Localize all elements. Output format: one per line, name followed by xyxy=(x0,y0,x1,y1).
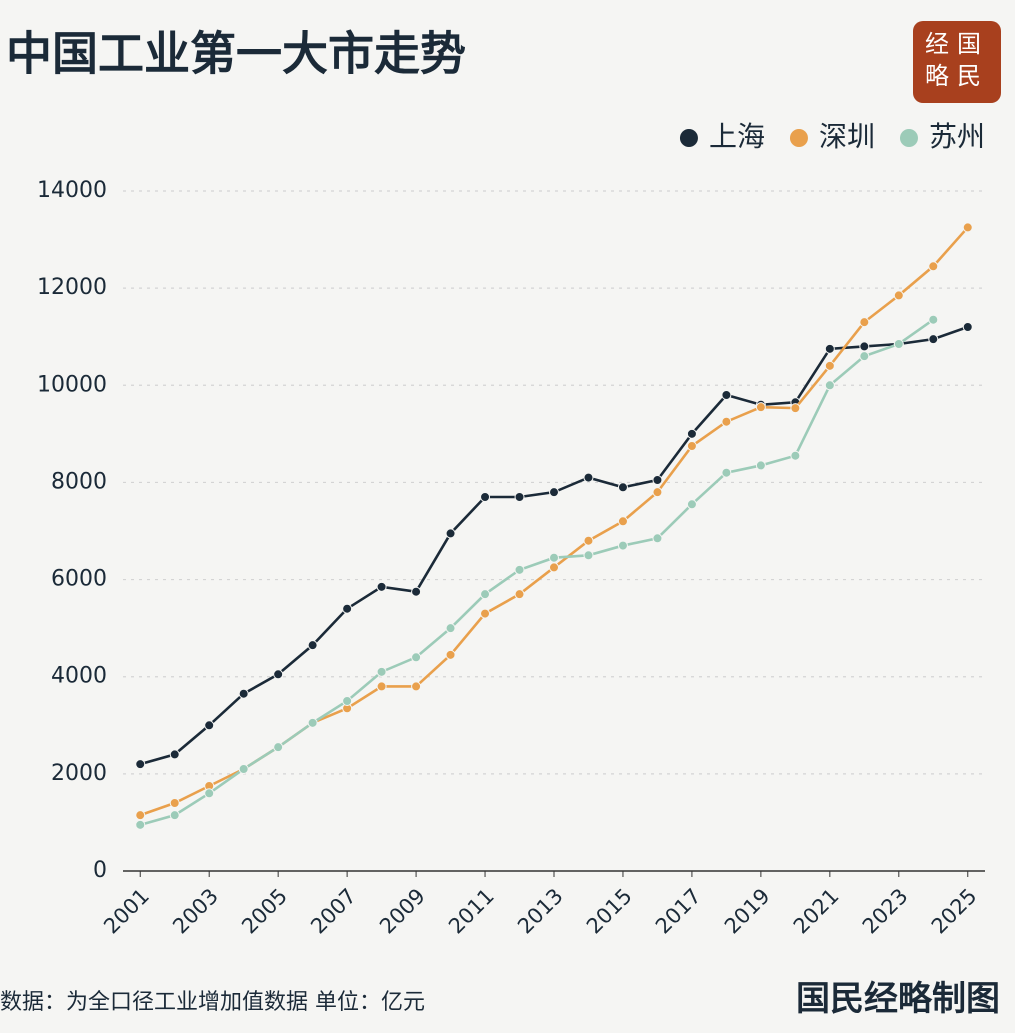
point xyxy=(135,810,146,821)
point xyxy=(273,669,284,680)
point xyxy=(583,550,594,561)
point xyxy=(514,589,525,600)
line xyxy=(139,318,935,827)
point xyxy=(583,472,594,483)
point xyxy=(480,608,491,619)
point xyxy=(376,581,387,592)
credit: 国民经略制图 xyxy=(796,979,1000,1019)
point xyxy=(135,759,146,770)
logo-text: 略民 xyxy=(925,62,989,90)
y-tick-label: 0 xyxy=(93,858,107,883)
chart-title: 中国工业第一大市走势 xyxy=(6,27,466,81)
point xyxy=(238,688,249,699)
point xyxy=(928,261,939,272)
point xyxy=(652,475,663,485)
point xyxy=(824,380,835,391)
point xyxy=(445,528,456,539)
point xyxy=(342,696,353,706)
point xyxy=(893,339,904,349)
point xyxy=(859,351,870,362)
legend-label: 上海 xyxy=(709,120,765,153)
point xyxy=(962,222,973,233)
point xyxy=(307,640,318,651)
point xyxy=(859,317,870,328)
point xyxy=(480,589,491,600)
point xyxy=(686,428,697,439)
point xyxy=(204,720,215,731)
point xyxy=(755,402,766,413)
point xyxy=(445,623,456,634)
point xyxy=(790,450,801,461)
point xyxy=(755,460,766,471)
legend-label: 苏州 xyxy=(929,120,985,153)
y-tick-label: 10000 xyxy=(37,372,107,397)
point xyxy=(617,482,628,493)
point xyxy=(824,343,835,354)
point xyxy=(411,586,422,597)
point xyxy=(514,564,525,575)
point xyxy=(617,540,628,551)
y-tick-label: 6000 xyxy=(51,567,107,592)
point xyxy=(411,652,422,663)
point xyxy=(721,467,732,478)
point xyxy=(721,416,732,427)
y-tick-label: 14000 xyxy=(37,178,107,203)
point xyxy=(238,764,249,774)
point xyxy=(169,749,180,760)
legend-marker xyxy=(899,129,918,147)
footnote: 数据：为全口径工业增加值数据 单位：亿元 xyxy=(0,990,425,1015)
point xyxy=(617,516,628,527)
point xyxy=(549,487,559,498)
logo xyxy=(913,21,1001,103)
y-tick-label: 2000 xyxy=(51,761,107,786)
y-tick-label: 12000 xyxy=(37,275,107,300)
point xyxy=(514,492,525,502)
y-tick-label: 4000 xyxy=(51,664,107,689)
point xyxy=(928,314,939,325)
point xyxy=(652,487,663,498)
y-tick-label: 8000 xyxy=(51,469,107,494)
point xyxy=(549,562,559,573)
point xyxy=(445,649,456,660)
point xyxy=(652,533,663,544)
point xyxy=(204,788,215,799)
legend-marker xyxy=(679,129,698,147)
point xyxy=(376,666,387,677)
point xyxy=(169,798,180,808)
point xyxy=(824,360,835,371)
point xyxy=(893,290,904,301)
point xyxy=(411,681,422,692)
point xyxy=(928,334,939,345)
point xyxy=(169,810,180,821)
point xyxy=(686,441,697,451)
point xyxy=(686,499,697,510)
legend-label: 深圳 xyxy=(819,120,875,153)
point xyxy=(859,341,870,352)
point xyxy=(376,681,387,692)
point xyxy=(307,717,318,728)
point xyxy=(273,742,284,753)
point xyxy=(790,403,801,414)
point xyxy=(549,552,559,563)
point xyxy=(135,819,146,830)
point xyxy=(962,322,973,332)
legend-marker xyxy=(789,129,808,147)
point xyxy=(342,603,353,614)
point xyxy=(721,390,732,400)
logo-text: 经国 xyxy=(925,30,989,58)
point xyxy=(480,492,491,502)
point xyxy=(583,535,594,546)
